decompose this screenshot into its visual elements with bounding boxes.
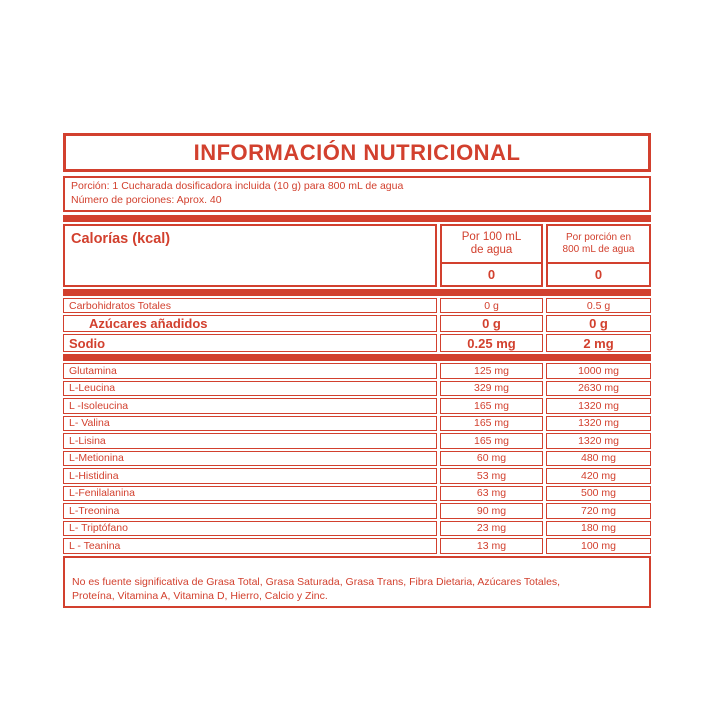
- amino-value-per-serving: 2630 mg: [546, 380, 651, 396]
- amino-row: L-Lisina 165 mg 1320 mg: [63, 433, 651, 449]
- amino-label: L -Isoleucina: [63, 398, 437, 414]
- macro-row: Carbohidratos Totales 0 g 0.5 g: [63, 298, 651, 313]
- calories-label: Calorías (kcal): [63, 224, 437, 287]
- amino-label: Glutamina: [63, 363, 437, 379]
- macro-row: Azúcares añadidos 0 g 0 g: [63, 315, 651, 332]
- macro-label: Azúcares añadidos: [63, 315, 437, 332]
- column-header-per-100ml: Por 100 mL de agua: [442, 226, 541, 264]
- page-title: INFORMACIÓN NUTRICIONAL: [193, 139, 521, 165]
- macro-value-per-100ml: 0.25 mg: [440, 334, 543, 352]
- amino-value-per-serving: 480 mg: [546, 450, 651, 466]
- amino-row: L-Leucina 329 mg 2630 mg: [63, 380, 651, 396]
- amino-value-per-serving: 720 mg: [546, 503, 651, 519]
- column-per-100ml: Por 100 mL de agua 0: [440, 224, 543, 287]
- nutrition-label: INFORMACIÓN NUTRICIONAL Porción: 1 Cucha…: [63, 133, 651, 608]
- serving-info-box: Porción: 1 Cucharada dosificadora inclui…: [63, 176, 651, 212]
- amino-value-per-serving: 500 mg: [546, 485, 651, 501]
- amino-value-per-100ml: 329 mg: [440, 380, 543, 396]
- amino-value-per-100ml: 90 mg: [440, 503, 543, 519]
- calories-section: Calorías (kcal) Por 100 mL de agua 0 Por…: [63, 224, 651, 287]
- amino-row: L-Metionina 60 mg 480 mg: [63, 450, 651, 466]
- macro-value-per-serving: 0.5 g: [546, 298, 651, 313]
- amino-value-per-100ml: 165 mg: [440, 398, 543, 414]
- macro-label: Carbohidratos Totales: [63, 298, 437, 313]
- amino-value-per-serving: 420 mg: [546, 468, 651, 484]
- amino-label: L- Triptófano: [63, 520, 437, 536]
- amino-label: L-Histidina: [63, 468, 437, 484]
- separator-bar: [63, 354, 651, 361]
- column-per-serving: Por porción en 800 mL de agua 0: [546, 224, 651, 287]
- amino-row: L- Valina 165 mg 1320 mg: [63, 415, 651, 431]
- amino-row: Glutamina 125 mg 1000 mg: [63, 363, 651, 379]
- amino-label: L-Fenilalanina: [63, 485, 437, 501]
- macro-value-per-100ml: 0 g: [440, 298, 543, 313]
- amino-value-per-serving: 100 mg: [546, 538, 651, 554]
- amino-label: L-Treonina: [63, 503, 437, 519]
- macro-value-per-serving: 0 g: [546, 315, 651, 332]
- macro-value-per-100ml: 0 g: [440, 315, 543, 332]
- amino-label: L-Metionina: [63, 450, 437, 466]
- amino-value-per-serving: 1320 mg: [546, 398, 651, 414]
- amino-row: L-Fenilalanina 63 mg 500 mg: [63, 485, 651, 501]
- footnote-text: No es fuente significativa de Grasa Tota…: [72, 575, 561, 602]
- amino-value-per-100ml: 125 mg: [440, 363, 543, 379]
- amino-value-per-100ml: 23 mg: [440, 520, 543, 536]
- amino-row: L - Teanina 13 mg 100 mg: [63, 538, 651, 554]
- amino-label: L- Valina: [63, 415, 437, 431]
- amino-label: L - Teanina: [63, 538, 437, 554]
- amino-value-per-100ml: 165 mg: [440, 433, 543, 449]
- separator-bar: [63, 215, 651, 222]
- amino-row: L-Histidina 53 mg 420 mg: [63, 468, 651, 484]
- amino-value-per-serving: 180 mg: [546, 520, 651, 536]
- column-header-per-serving: Por porción en 800 mL de agua: [548, 226, 649, 264]
- footnote-box: No es fuente significativa de Grasa Tota…: [63, 555, 651, 608]
- calories-value-per-serving: 0: [594, 267, 603, 282]
- amino-row: L-Treonina 90 mg 720 mg: [63, 503, 651, 519]
- amino-row: L -Isoleucina 165 mg 1320 mg: [63, 398, 651, 414]
- amino-value-per-100ml: 53 mg: [440, 468, 543, 484]
- amino-value-per-100ml: 63 mg: [440, 485, 543, 501]
- macro-label: Sodio: [63, 334, 437, 352]
- macro-row: Sodio 0.25 mg 2 mg: [63, 334, 651, 352]
- amino-value-per-serving: 1320 mg: [546, 415, 651, 431]
- amino-value-per-100ml: 165 mg: [440, 415, 543, 431]
- serving-count-line: Número de porciones: Aprox. 40: [71, 193, 222, 206]
- title-box: INFORMACIÓN NUTRICIONAL: [63, 133, 651, 172]
- amino-label: L-Lisina: [63, 433, 437, 449]
- macro-value-per-serving: 2 mg: [546, 334, 651, 352]
- amino-row: L- Triptófano 23 mg 180 mg: [63, 520, 651, 536]
- amino-value-per-100ml: 13 mg: [440, 538, 543, 554]
- calories-value-per-100ml: 0: [487, 267, 496, 282]
- amino-label: L-Leucina: [63, 380, 437, 396]
- amino-value-per-100ml: 60 mg: [440, 450, 543, 466]
- serving-size-line: Porción: 1 Cucharada dosificadora inclui…: [71, 180, 404, 192]
- separator-bar: [63, 289, 651, 296]
- amino-value-per-serving: 1000 mg: [546, 363, 651, 379]
- amino-value-per-serving: 1320 mg: [546, 433, 651, 449]
